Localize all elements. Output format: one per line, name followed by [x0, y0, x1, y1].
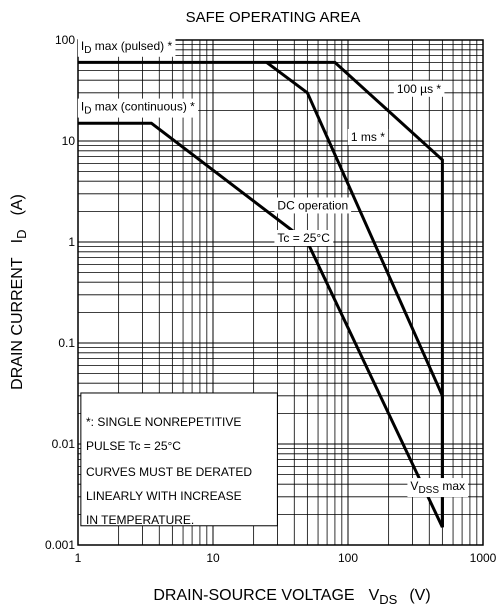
annotation-background	[393, 80, 445, 97]
y-tick-label: 0.001	[45, 538, 75, 552]
y-tick-label: 100	[55, 33, 75, 47]
annotation-text: Tc = 25°C	[277, 231, 330, 245]
annotation-id_cont: ID max (continuous) *	[77, 98, 199, 118]
note-line: *: SINGLE NONREPETITIVE	[86, 415, 241, 429]
annotation-text: 100 µs *	[397, 82, 442, 96]
annotation-us100: 100 µs *	[393, 80, 445, 97]
annotation-symbol: I	[81, 39, 84, 53]
annotation-text: ID max (continuous) *	[81, 100, 195, 117]
annotations: ID max (pulsed) *ID max (continuous) *10…	[77, 37, 469, 498]
note-line: PULSE Tc = 25°C	[86, 439, 181, 453]
x-axis-title: DRAIN-SOURCE VOLTAGE VDS (V)	[153, 587, 430, 607]
annotation-symbol: I	[81, 100, 84, 114]
annotation-background	[77, 98, 199, 118]
annotation-dc1: DC operation	[274, 197, 352, 214]
annotation-label: max	[439, 479, 465, 493]
note-line: IN TEMPERATURE.	[86, 513, 194, 527]
annotation-label: max (pulsed) *	[91, 39, 172, 53]
annotation-background	[347, 129, 389, 145]
series-line-1ms	[265, 61, 444, 528]
y-tick-label: 0.1	[58, 336, 75, 350]
x-tick-label: 10	[206, 551, 220, 565]
annotation-background	[274, 230, 334, 246]
annotation-id_pulsed: ID max (pulsed) *	[77, 37, 176, 57]
annotation-subscript: D	[84, 45, 91, 56]
series-line-pulsed	[78, 60, 444, 528]
annotation-ms1: 1 ms *	[347, 129, 389, 145]
annotation-text: ID max (pulsed) *	[81, 39, 173, 56]
annotation-text: 1 ms *	[351, 130, 385, 144]
series-line-dc	[78, 121, 444, 528]
annotation-text: VDSS max	[410, 479, 465, 496]
note-line: LINEARLY WITH INCREASE	[86, 489, 242, 503]
annotation-subscript: D	[84, 106, 91, 117]
x-tick-label: 1000	[470, 551, 496, 565]
x-tick-label: 100	[338, 551, 358, 565]
note-line: CURVES MUST BE DERATED	[86, 465, 252, 479]
annotation-text: DC operation	[277, 198, 348, 212]
annotation-background	[274, 197, 352, 214]
x-tick-label: 1	[75, 551, 82, 565]
y-tick-label: 1	[68, 235, 75, 249]
annotation-background	[77, 37, 176, 57]
y-tick-label: 10	[62, 134, 76, 148]
y-axis-title: DRAIN CURRENTID(A)	[9, 194, 29, 390]
annotation-vdss: VDSS max	[407, 478, 469, 498]
plot-frame	[77, 39, 484, 546]
annotation-dc2: Tc = 25°C	[274, 230, 334, 246]
tick-labels: 1 10 100 1000 100 10 1 0.1 0.01 0.001	[45, 33, 496, 565]
note-box-frame	[80, 392, 278, 527]
note-box: *: SINGLE NONREPETITIVE PULSE Tc = 25°C CU…	[80, 392, 278, 527]
chart-title: SAFE OPERATING AREA	[186, 9, 361, 26]
annotation-subscript: DSS	[418, 485, 439, 496]
y-tick-label: 0.01	[52, 437, 76, 451]
series-group	[78, 60, 444, 528]
annotation-label: max (continuous) *	[91, 100, 195, 114]
annotation-symbol: V	[410, 479, 418, 493]
annotation-background	[407, 478, 469, 498]
